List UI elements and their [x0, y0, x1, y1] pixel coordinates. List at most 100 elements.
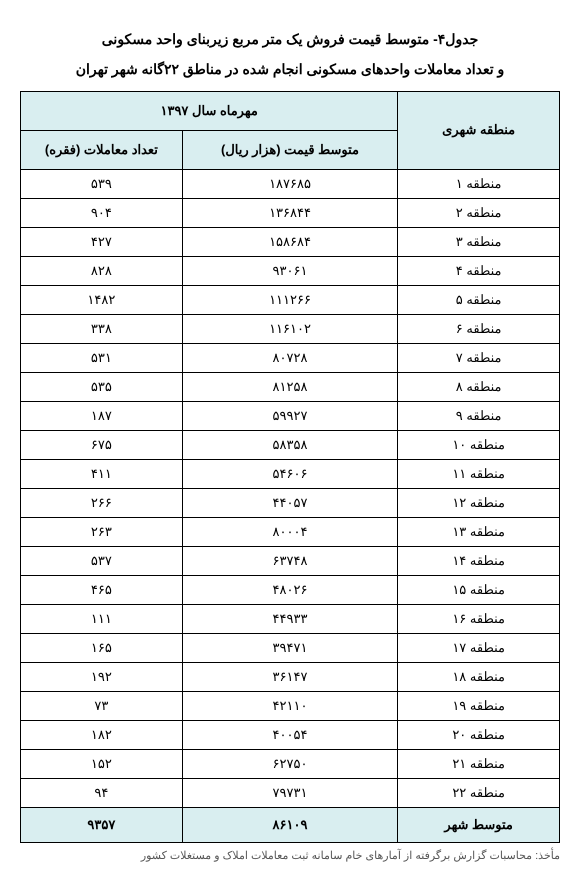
cell-region: منطقه ۴ — [398, 256, 560, 285]
cell-region: منطقه ۱۷ — [398, 633, 560, 662]
cell-region: منطقه ۱۹ — [398, 691, 560, 720]
cell-region: منطقه ۱۴ — [398, 546, 560, 575]
table-row: منطقه ۹۵۹۹۲۷۱۸۷ — [21, 401, 560, 430]
cell-count: ۱۸۷ — [21, 401, 183, 430]
cell-price: ۱۸۷۶۸۵ — [182, 169, 398, 198]
footer-price: ۸۶۱۰۹ — [182, 807, 398, 842]
header-period: مهرماه سال ۱۳۹۷ — [21, 91, 398, 130]
cell-count: ۱۱۱ — [21, 604, 183, 633]
table-row: منطقه ۲۰۴۰۰۵۴۱۸۲ — [21, 720, 560, 749]
table-row: منطقه ۲۱۶۲۷۵۰۱۵۲ — [21, 749, 560, 778]
cell-region: منطقه ۷ — [398, 343, 560, 372]
cell-price: ۸۰۷۲۸ — [182, 343, 398, 372]
cell-region: منطقه ۸ — [398, 372, 560, 401]
cell-count: ۹۰۴ — [21, 198, 183, 227]
cell-price: ۱۱۱۲۶۶ — [182, 285, 398, 314]
cell-price: ۴۰۰۵۴ — [182, 720, 398, 749]
source-note: مأخذ: محاسبات گزارش برگرفته از آمارهای خ… — [20, 849, 560, 862]
cell-count: ۴۱۱ — [21, 459, 183, 488]
cell-price: ۴۸۰۲۶ — [182, 575, 398, 604]
cell-count: ۱۸۲ — [21, 720, 183, 749]
cell-region: منطقه ۱ — [398, 169, 560, 198]
table-title-line2: و تعداد معاملات واحدهای مسکونی انجام شده… — [20, 58, 560, 80]
cell-region: منطقه ۱۲ — [398, 488, 560, 517]
header-count: تعداد معاملات (فقره) — [21, 130, 183, 169]
cell-count: ۵۳۵ — [21, 372, 183, 401]
cell-region: منطقه ۱۶ — [398, 604, 560, 633]
cell-price: ۹۳۰۶۱ — [182, 256, 398, 285]
cell-count: ۹۴ — [21, 778, 183, 807]
cell-region: منطقه ۲۱ — [398, 749, 560, 778]
cell-price: ۵۹۹۲۷ — [182, 401, 398, 430]
price-table: منطقه شهری مهرماه سال ۱۳۹۷ متوسط قیمت (ه… — [20, 91, 560, 843]
footer-region: متوسط شهر — [398, 807, 560, 842]
cell-count: ۵۳۷ — [21, 546, 183, 575]
table-row: منطقه ۵۱۱۱۲۶۶۱۴۸۲ — [21, 285, 560, 314]
cell-region: منطقه ۹ — [398, 401, 560, 430]
cell-count: ۶۷۵ — [21, 430, 183, 459]
table-row: منطقه ۱۴۶۳۷۴۸۵۳۷ — [21, 546, 560, 575]
table-row: منطقه ۱۸۳۶۱۴۷۱۹۲ — [21, 662, 560, 691]
cell-count: ۵۳۱ — [21, 343, 183, 372]
cell-price: ۴۲۱۱۰ — [182, 691, 398, 720]
cell-region: منطقه ۲۲ — [398, 778, 560, 807]
cell-count: ۸۲۸ — [21, 256, 183, 285]
cell-count: ۵۳۹ — [21, 169, 183, 198]
table-row: منطقه ۸۸۱۲۵۸۵۳۵ — [21, 372, 560, 401]
cell-price: ۷۹۷۳۱ — [182, 778, 398, 807]
table-body: منطقه ۱۱۸۷۶۸۵۵۳۹منطقه ۲۱۳۶۸۴۴۹۰۴منطقه ۳۱… — [21, 169, 560, 807]
cell-price: ۸۰۰۰۴ — [182, 517, 398, 546]
table-row: منطقه ۱۳۸۰۰۰۴۲۶۳ — [21, 517, 560, 546]
cell-price: ۵۸۳۵۸ — [182, 430, 398, 459]
table-row: منطقه ۱۷۳۹۴۷۱۱۶۵ — [21, 633, 560, 662]
cell-count: ۱۶۵ — [21, 633, 183, 662]
table-title-line1: جدول۴- متوسط قیمت فروش یک متر مربع زیربن… — [20, 28, 560, 50]
header-price: متوسط قیمت (هزار ریال) — [182, 130, 398, 169]
table-row: منطقه ۳۱۵۸۶۸۴۴۲۷ — [21, 227, 560, 256]
table-footer-row: متوسط شهر ۸۶۱۰۹ ۹۳۵۷ — [21, 807, 560, 842]
cell-count: ۲۶۳ — [21, 517, 183, 546]
cell-count: ۱۹۲ — [21, 662, 183, 691]
table-row: منطقه ۱۲۴۴۰۵۷۲۶۶ — [21, 488, 560, 517]
cell-price: ۱۱۶۱۰۲ — [182, 314, 398, 343]
cell-price: ۶۳۷۴۸ — [182, 546, 398, 575]
table-row: منطقه ۲۲۷۹۷۳۱۹۴ — [21, 778, 560, 807]
cell-count: ۴۶۵ — [21, 575, 183, 604]
cell-region: منطقه ۱۱ — [398, 459, 560, 488]
cell-price: ۸۱۲۵۸ — [182, 372, 398, 401]
cell-region: منطقه ۳ — [398, 227, 560, 256]
cell-price: ۱۵۸۶۸۴ — [182, 227, 398, 256]
footer-count: ۹۳۵۷ — [21, 807, 183, 842]
table-row: منطقه ۱۵۴۸۰۲۶۴۶۵ — [21, 575, 560, 604]
table-row: منطقه ۲۱۳۶۸۴۴۹۰۴ — [21, 198, 560, 227]
cell-price: ۳۹۴۷۱ — [182, 633, 398, 662]
cell-price: ۳۶۱۴۷ — [182, 662, 398, 691]
table-row: منطقه ۱۶۴۴۹۳۳۱۱۱ — [21, 604, 560, 633]
cell-price: ۴۴۰۵۷ — [182, 488, 398, 517]
cell-count: ۷۳ — [21, 691, 183, 720]
cell-price: ۵۴۶۰۶ — [182, 459, 398, 488]
cell-price: ۶۲۷۵۰ — [182, 749, 398, 778]
cell-region: منطقه ۶ — [398, 314, 560, 343]
cell-region: منطقه ۵ — [398, 285, 560, 314]
table-row: منطقه ۱۰۵۸۳۵۸۶۷۵ — [21, 430, 560, 459]
report-container: جدول۴- متوسط قیمت فروش یک متر مربع زیربن… — [20, 28, 560, 862]
cell-count: ۴۲۷ — [21, 227, 183, 256]
cell-region: منطقه ۱۳ — [398, 517, 560, 546]
table-row: منطقه ۴۹۳۰۶۱۸۲۸ — [21, 256, 560, 285]
table-row: منطقه ۷۸۰۷۲۸۵۳۱ — [21, 343, 560, 372]
table-row: منطقه ۱۹۴۲۱۱۰۷۳ — [21, 691, 560, 720]
cell-region: منطقه ۱۰ — [398, 430, 560, 459]
cell-region: منطقه ۱۵ — [398, 575, 560, 604]
cell-region: منطقه ۲۰ — [398, 720, 560, 749]
table-row: منطقه ۶۱۱۶۱۰۲۳۳۸ — [21, 314, 560, 343]
cell-region: منطقه ۱۸ — [398, 662, 560, 691]
cell-count: ۳۳۸ — [21, 314, 183, 343]
header-region: منطقه شهری — [398, 91, 560, 169]
cell-region: منطقه ۲ — [398, 198, 560, 227]
cell-price: ۴۴۹۳۳ — [182, 604, 398, 633]
cell-price: ۱۳۶۸۴۴ — [182, 198, 398, 227]
cell-count: ۱۴۸۲ — [21, 285, 183, 314]
cell-count: ۲۶۶ — [21, 488, 183, 517]
table-row: منطقه ۱۱۸۷۶۸۵۵۳۹ — [21, 169, 560, 198]
